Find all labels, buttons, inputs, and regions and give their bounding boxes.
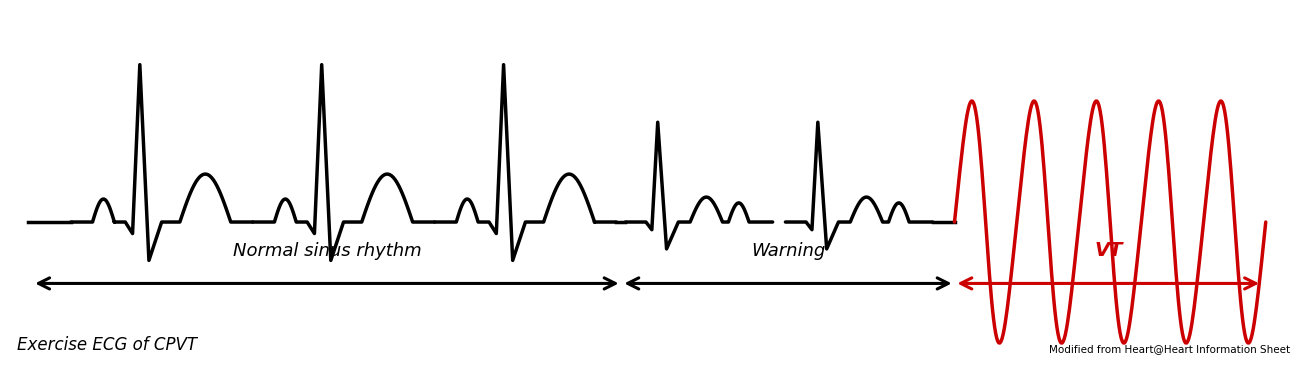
- Text: Modified from Heart@Heart Information Sheet: Modified from Heart@Heart Information Sh…: [1050, 344, 1290, 354]
- Text: Normal sinus rhythm: Normal sinus rhythm: [233, 242, 421, 260]
- Text: Exercise ECG of CPVT: Exercise ECG of CPVT: [17, 336, 197, 354]
- Text: VT: VT: [1094, 241, 1123, 260]
- Text: Warning: Warning: [750, 242, 825, 260]
